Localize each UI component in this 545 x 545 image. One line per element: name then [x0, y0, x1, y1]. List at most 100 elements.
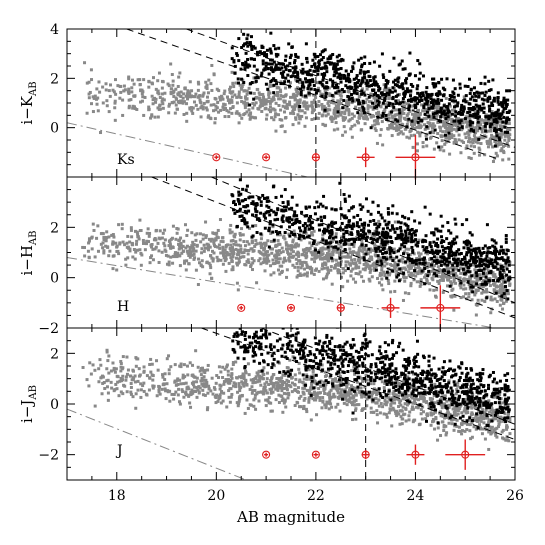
gray-point: [140, 92, 144, 96]
gray-point: [148, 231, 152, 235]
black-point: [467, 250, 471, 254]
gray-point: [498, 289, 502, 293]
gray-point: [411, 145, 415, 149]
error-bar-marker: [336, 303, 345, 312]
gray-point: [354, 263, 358, 267]
gray-point: [264, 243, 268, 247]
black-point: [454, 241, 458, 245]
black-point: [409, 89, 413, 93]
black-point: [382, 75, 386, 79]
gray-point: [435, 107, 439, 111]
gray-point: [321, 262, 325, 266]
gray-point: [381, 288, 385, 292]
black-point: [323, 61, 327, 65]
gray-point: [307, 104, 311, 108]
gray-point: [201, 107, 205, 111]
gray-point: [268, 110, 272, 114]
gray-point: [344, 260, 348, 264]
gray-point: [232, 242, 236, 246]
gray-point: [409, 122, 413, 126]
gray-point: [239, 233, 243, 237]
black-point: [377, 210, 381, 214]
black-point: [468, 91, 472, 95]
black-point: [316, 72, 320, 76]
gray-point: [489, 117, 493, 121]
gray-point: [428, 117, 432, 121]
black-point: [505, 89, 509, 93]
black-point: [346, 72, 350, 76]
gray-point: [209, 82, 213, 86]
black-point: [386, 211, 390, 215]
black-point: [246, 63, 250, 67]
gray-point: [231, 268, 235, 272]
gray-point: [285, 243, 289, 247]
gray-point: [259, 237, 263, 241]
black-point: [284, 54, 288, 58]
gray-point: [507, 144, 511, 148]
black-point: [250, 47, 254, 51]
gray-point: [467, 156, 471, 160]
black-point: [493, 127, 497, 131]
gray-point: [169, 87, 173, 91]
gray-point: [156, 106, 160, 110]
black-point: [499, 266, 503, 270]
gray-point: [229, 239, 233, 243]
gray-point: [134, 242, 138, 246]
gray-point: [360, 112, 364, 116]
black-point: [484, 263, 488, 267]
gray-point: [312, 101, 316, 105]
black-point: [244, 51, 248, 55]
gray-point: [408, 253, 412, 257]
gray-point: [192, 257, 196, 261]
black-point: [425, 102, 429, 106]
black-point: [324, 239, 328, 243]
gray-point: [333, 107, 337, 111]
gray-point: [182, 100, 186, 104]
black-point: [372, 76, 376, 80]
gray-point: [410, 265, 414, 269]
gray-point: [249, 111, 253, 115]
gray-point: [115, 245, 119, 249]
black-point: [283, 80, 287, 84]
gray-point: [308, 241, 312, 245]
gray-point: [457, 279, 461, 283]
black-point: [312, 83, 316, 87]
black-point: [451, 242, 455, 246]
gray-point: [353, 258, 357, 262]
black-point: [459, 119, 463, 123]
black-point: [440, 112, 444, 116]
gray-point: [205, 242, 209, 246]
gray-point: [213, 121, 217, 125]
gray-point: [331, 98, 335, 102]
black-point: [329, 56, 333, 60]
error-bar-marker: [286, 303, 296, 312]
black-point: [243, 220, 247, 224]
gray-point: [310, 271, 314, 275]
black-point: [308, 81, 312, 85]
gray-point: [317, 99, 321, 103]
black-point: [374, 83, 378, 87]
gray-point: [154, 229, 158, 233]
black-point: [334, 235, 338, 239]
gray-point: [112, 235, 116, 239]
black-point: [388, 246, 392, 250]
black-point: [425, 86, 429, 90]
black-point: [381, 114, 385, 118]
gray-point: [484, 119, 488, 123]
gray-point: [163, 248, 167, 252]
black-point: [305, 56, 309, 60]
gray-point: [111, 88, 115, 92]
gray-point: [284, 247, 288, 251]
gray-point: [499, 283, 503, 287]
gray-point: [350, 252, 354, 256]
gray-point: [121, 98, 125, 102]
black-point: [363, 93, 367, 97]
black-point: [478, 257, 482, 261]
black-point: [490, 238, 494, 242]
black-point: [269, 208, 273, 212]
gray-point: [472, 138, 476, 142]
black-point: [267, 62, 271, 66]
gray-point: [480, 130, 484, 134]
gray-point: [230, 230, 234, 234]
black-point: [343, 240, 347, 244]
